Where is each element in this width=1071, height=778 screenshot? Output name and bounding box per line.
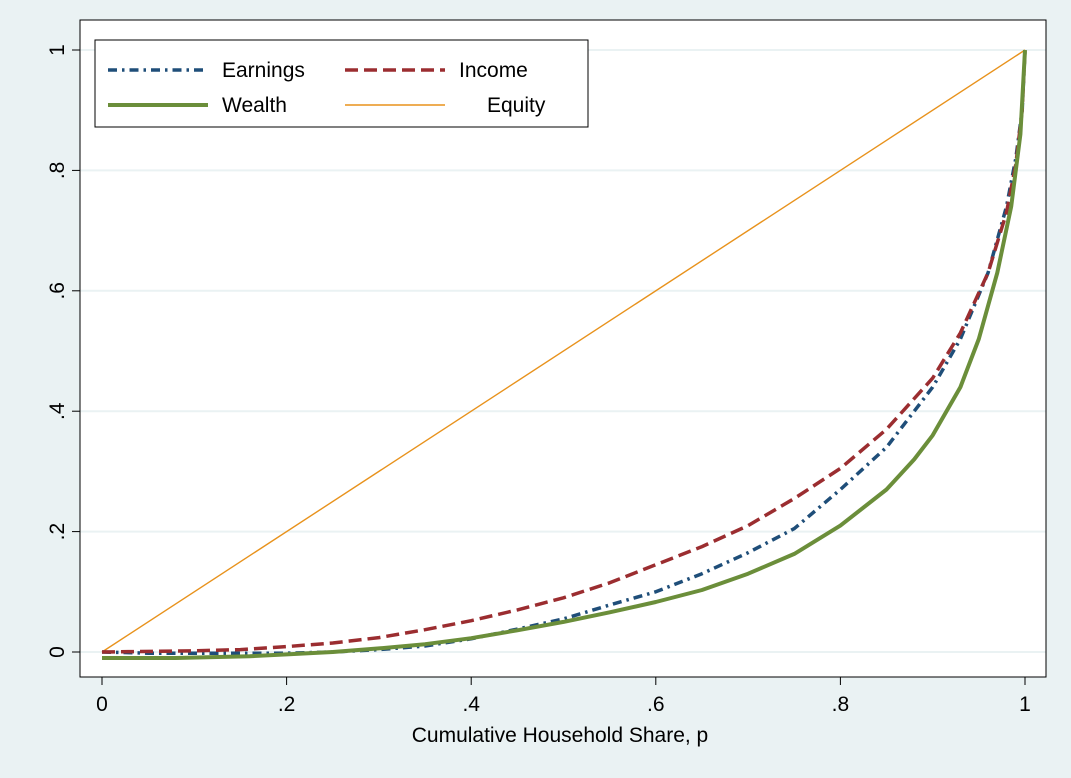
legend-label-wealth: Wealth bbox=[222, 94, 287, 117]
series-line-income bbox=[101, 49, 1027, 654]
y-tick-label: .4 bbox=[46, 402, 69, 420]
x-axis-title: Cumulative Household Share, p bbox=[412, 724, 709, 747]
y-tick-label: 1 bbox=[46, 44, 69, 56]
y-tick-label: .6 bbox=[46, 282, 69, 300]
legend-label-earnings: Earnings bbox=[222, 59, 305, 82]
y-tick-label: .8 bbox=[46, 162, 69, 180]
y-tick-label: 0 bbox=[46, 646, 69, 658]
x-tick-label: .6 bbox=[647, 693, 665, 716]
legend-label-equity: Equity bbox=[487, 94, 546, 117]
series-line-wealth bbox=[102, 49, 1027, 660]
plot-frame bbox=[79, 19, 1047, 678]
axes: 0 .2 .4 .6 .8 1 0 .2 .4 .6 .8 1 bbox=[46, 44, 1031, 716]
y-tick-label: .2 bbox=[46, 523, 69, 541]
x-tick-label: .8 bbox=[832, 693, 850, 716]
x-tick-label: .4 bbox=[462, 693, 480, 716]
x-tick-label: 0 bbox=[96, 693, 108, 716]
plot-area bbox=[80, 20, 1046, 677]
legend-box bbox=[94, 39, 589, 128]
legend-label-income: Income bbox=[459, 59, 528, 82]
x-tick-label: 1 bbox=[1019, 693, 1031, 716]
x-tick-label: .2 bbox=[278, 693, 296, 716]
series-line-equity bbox=[101, 49, 1026, 653]
legend: Earnings Income Wealth Equity bbox=[94, 39, 589, 128]
series-line-earnings bbox=[101, 49, 1027, 655]
series-layer bbox=[101, 49, 1027, 660]
